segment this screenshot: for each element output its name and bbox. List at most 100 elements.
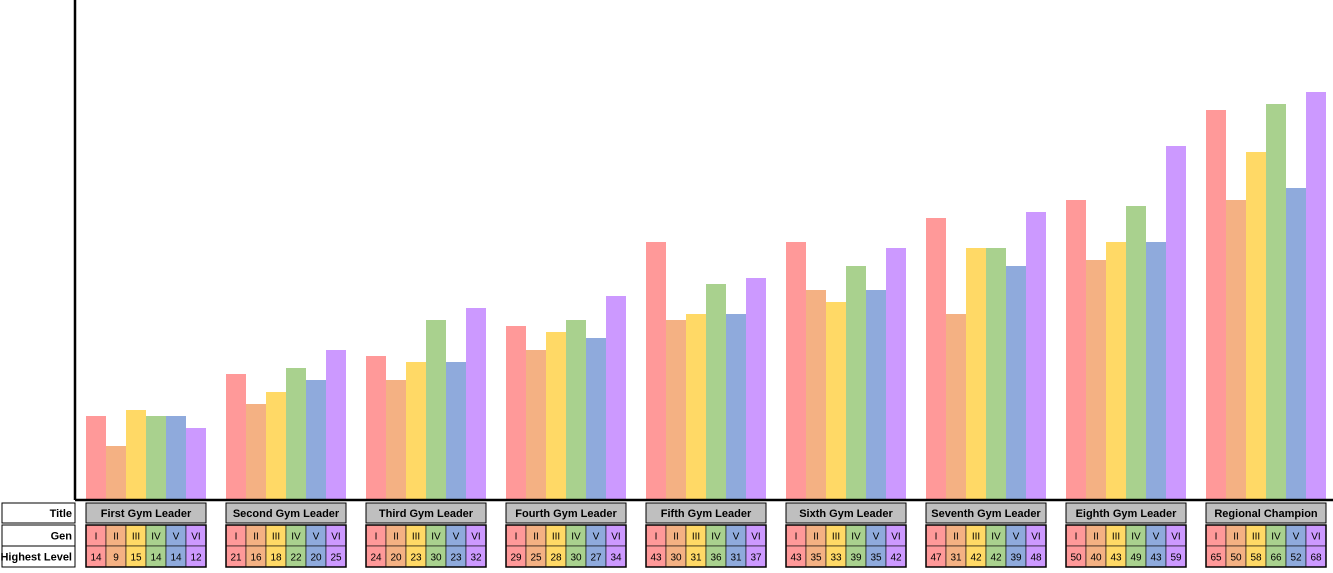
bar [1006, 266, 1026, 500]
level-value: 24 [370, 553, 382, 564]
gen-label: VI [331, 532, 340, 543]
level-value: 34 [610, 553, 622, 564]
gen-label: I [95, 532, 98, 543]
gen-label: V [873, 532, 880, 543]
level-value: 35 [810, 553, 822, 564]
category-title: Sixth Gym Leader [799, 508, 893, 520]
bar [846, 266, 866, 500]
category-title: Regional Champion [1214, 508, 1318, 520]
gen-label: IV [711, 532, 721, 543]
bar [306, 380, 326, 500]
bar [446, 362, 466, 500]
bar [706, 284, 726, 500]
gen-label: IV [1271, 532, 1281, 543]
bar [1286, 188, 1306, 500]
level-value: 50 [1230, 553, 1242, 564]
row-label: Title [50, 508, 72, 520]
bar [106, 446, 126, 500]
category-title: Eighth Gym Leader [1076, 508, 1178, 520]
level-value: 43 [1150, 553, 1162, 564]
gen-label: VI [471, 532, 480, 543]
bar [406, 362, 426, 500]
bar [526, 350, 546, 500]
gen-label: VI [891, 532, 900, 543]
category-title-cell [785, 502, 907, 524]
gen-label: I [935, 532, 938, 543]
bar [866, 290, 886, 500]
level-value: 27 [590, 553, 602, 564]
gen-label: II [673, 532, 679, 543]
level-value: 30 [570, 553, 582, 564]
bar [1086, 260, 1106, 500]
gen-label: V [1153, 532, 1160, 543]
category-title: Second Gym Leader [233, 508, 340, 520]
gen-label: III [552, 532, 560, 543]
category-title: Fifth Gym Leader [661, 508, 752, 520]
bar [1146, 242, 1166, 500]
level-value: 14 [150, 553, 162, 564]
bar [1166, 146, 1186, 500]
category-title-cell [365, 502, 487, 524]
level-value: 47 [930, 553, 942, 564]
gen-label: I [375, 532, 378, 543]
bar [166, 416, 186, 500]
group-border [365, 524, 487, 568]
bar [946, 314, 966, 500]
gen-label: I [795, 532, 798, 543]
bars-layer [86, 92, 1326, 500]
gen-label: II [113, 532, 119, 543]
bar [666, 320, 686, 500]
level-value: 21 [230, 553, 242, 564]
level-value: 16 [250, 553, 262, 564]
bar [566, 320, 586, 500]
bar [606, 296, 626, 500]
level-value: 31 [690, 553, 702, 564]
category-title: First Gym Leader [101, 508, 192, 520]
category-title: Seventh Gym Leader [931, 508, 1041, 520]
bar [726, 314, 746, 500]
bar [886, 248, 906, 500]
bar [1026, 212, 1046, 500]
category-title-cell [225, 502, 347, 524]
level-value: 22 [290, 553, 302, 564]
level-value: 37 [750, 553, 762, 564]
bar [366, 356, 386, 500]
level-value: 48 [1030, 553, 1042, 564]
group-border [1065, 524, 1187, 568]
level-value: 23 [410, 553, 422, 564]
gen-label: IV [431, 532, 441, 543]
level-value: 49 [1130, 553, 1142, 564]
level-value: 66 [1270, 553, 1282, 564]
level-value: 32 [470, 553, 482, 564]
level-value: 18 [270, 553, 282, 564]
bar [686, 314, 706, 500]
category-title-cell [645, 502, 767, 524]
level-value: 68 [1310, 553, 1322, 564]
bar [966, 248, 986, 500]
level-value: 42 [970, 553, 982, 564]
gen-label: II [953, 532, 959, 543]
gen-label: II [253, 532, 259, 543]
bar [326, 350, 346, 500]
group-border [645, 524, 767, 568]
gen-label: V [733, 532, 740, 543]
gen-label: I [655, 532, 658, 543]
gen-label: V [1013, 532, 1020, 543]
gen-label: III [832, 532, 840, 543]
gen-label: V [313, 532, 320, 543]
level-value: 43 [1110, 553, 1122, 564]
level-value: 25 [530, 553, 542, 564]
gen-label: VI [1171, 532, 1180, 543]
bar [1206, 110, 1226, 500]
gen-label: VI [1031, 532, 1040, 543]
gen-label: II [533, 532, 539, 543]
bar [126, 410, 146, 500]
gen-label: VI [611, 532, 620, 543]
bar [986, 248, 1006, 500]
gen-label: V [453, 532, 460, 543]
bar [786, 242, 806, 500]
level-value: 20 [310, 553, 322, 564]
bar [1126, 206, 1146, 500]
level-value: 40 [1090, 553, 1102, 564]
level-value: 35 [870, 553, 882, 564]
